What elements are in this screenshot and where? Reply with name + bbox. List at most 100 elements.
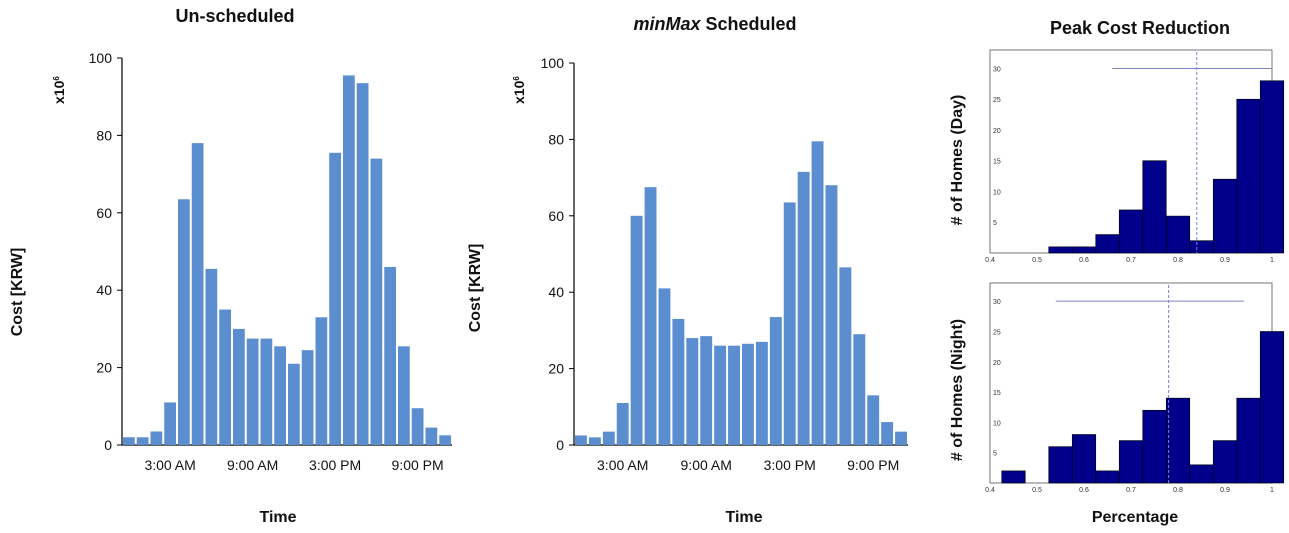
x-tick-label: 0.9 (1220, 487, 1230, 494)
x-tick-label: 3:00 PM (309, 457, 361, 473)
x-tick-label: 0.7 (1126, 487, 1136, 494)
histogram-bar (1048, 246, 1073, 254)
histogram-bar (1236, 98, 1261, 254)
bar (616, 402, 629, 445)
bar (164, 402, 176, 445)
bar (411, 408, 424, 445)
y-tick-label: 25 (993, 329, 1001, 336)
peak-cost-reduction-svg: Peak Cost Reduction # of Homes (Day) # o… (949, 18, 1285, 526)
histogram-bar (1071, 246, 1097, 254)
y-tick-label: 30 (993, 299, 1001, 306)
bar (755, 341, 768, 445)
x-axis-label: Time (259, 509, 296, 526)
bar (575, 435, 587, 445)
histogram-bar (1118, 209, 1144, 254)
x-tick-label: 3:00 AM (597, 457, 648, 473)
x-tick-label: 0.7 (1126, 257, 1136, 264)
histogram-bar (1236, 397, 1261, 484)
histogram-bar (1259, 80, 1285, 254)
y-tick-label: 100 (89, 50, 113, 66)
x-tick-label: 0.5 (1032, 487, 1042, 494)
bar (867, 395, 880, 445)
bar (136, 437, 149, 445)
y-tick-label: 0 (104, 437, 112, 453)
x-tick-label: 9:00 AM (227, 457, 278, 473)
bar (825, 185, 838, 446)
bar (439, 435, 451, 445)
bar (644, 187, 657, 445)
bar (769, 317, 782, 445)
y-tick-label: 5 (993, 220, 997, 227)
x-axis-label: Percentage (1092, 509, 1178, 526)
x-tick-label: 3:00 PM (764, 457, 816, 473)
bar (191, 143, 204, 445)
bar (398, 346, 410, 445)
y-tick-label: 40 (548, 284, 564, 300)
minmax-scheduled-chart: minMax Scheduled x106 Cost [KRW] Time 0 2… (460, 0, 920, 528)
y-tick-label: 60 (548, 208, 564, 224)
y-tick-label: 100 (541, 55, 565, 71)
bar (425, 427, 438, 445)
bar (288, 363, 300, 445)
minmax-chart-svg: minMax Scheduled x106 Cost [KRW] Time 0 2… (467, 14, 908, 526)
bar (274, 346, 286, 445)
y-tick-label: 20 (993, 128, 1001, 135)
bar (895, 431, 907, 445)
histogram-bar (1189, 464, 1214, 484)
bar (658, 288, 671, 445)
y-tick-label: 15 (993, 159, 1001, 166)
y-tick-label: 80 (548, 131, 564, 147)
bar (343, 75, 355, 445)
chart-title: minMax Scheduled (633, 14, 796, 34)
x-tick-label: 0.6 (1079, 487, 1089, 494)
x-tick-label: 0.9 (1220, 257, 1230, 264)
y-tick-label: 20 (993, 360, 1001, 367)
bar (714, 345, 727, 445)
x-tick-label: 0.5 (1032, 257, 1042, 264)
bar (315, 317, 328, 445)
histogram-bar (1095, 234, 1120, 254)
histogram-bar (1212, 440, 1238, 484)
bar (783, 202, 796, 445)
bar (384, 266, 396, 445)
histogram-bar (1212, 178, 1238, 254)
y-tick-label: 40 (96, 282, 112, 298)
bar (728, 345, 740, 445)
y-axis-label: Cost [KRW] (9, 248, 26, 337)
x-tick-label: 9:00 AM (681, 457, 732, 473)
x-tick-label: 0.4 (985, 257, 995, 264)
y-tick-label: 20 (548, 361, 564, 377)
y-multiplier: x106 (51, 76, 67, 104)
y-tick-label: 0 (556, 437, 564, 453)
x-tick-label: 0.8 (1173, 257, 1183, 264)
histogram-bar (1095, 470, 1120, 484)
x-tick-label: 9:00 PM (392, 457, 444, 473)
x-tick-label: 0.4 (985, 487, 995, 494)
bar (370, 158, 383, 445)
histogram-bar (1259, 331, 1285, 484)
bar (630, 215, 643, 445)
histogram-bar (1118, 440, 1144, 484)
bar (672, 318, 685, 445)
bar (123, 437, 135, 445)
y-tick-label: 10 (993, 420, 1001, 427)
bar (853, 334, 866, 445)
bars (123, 75, 451, 445)
bar (233, 328, 245, 445)
bar (839, 267, 852, 445)
bar (588, 437, 601, 445)
bar (602, 431, 615, 445)
axes: 0 20 40 60 80 100 3:00 AM 9:00 AM 3:00 PM 9:00 PM (89, 50, 452, 473)
y-tick-label: 80 (96, 127, 112, 143)
y-tick-label: 60 (96, 205, 112, 221)
bars (575, 141, 907, 446)
histogram-bar (1001, 470, 1026, 484)
histogram-bar (1142, 409, 1167, 484)
unscheduled-chart: Un-scheduled x106 Cost [KRW] Time 0 20 40 6… (0, 0, 460, 528)
y-axis-label: Cost [KRW] (467, 244, 484, 333)
x-tick-label: 1 (1270, 257, 1274, 264)
y-axis-label-day: # of Homes (Day) (949, 95, 966, 226)
x-tick-label: 1 (1270, 487, 1274, 494)
